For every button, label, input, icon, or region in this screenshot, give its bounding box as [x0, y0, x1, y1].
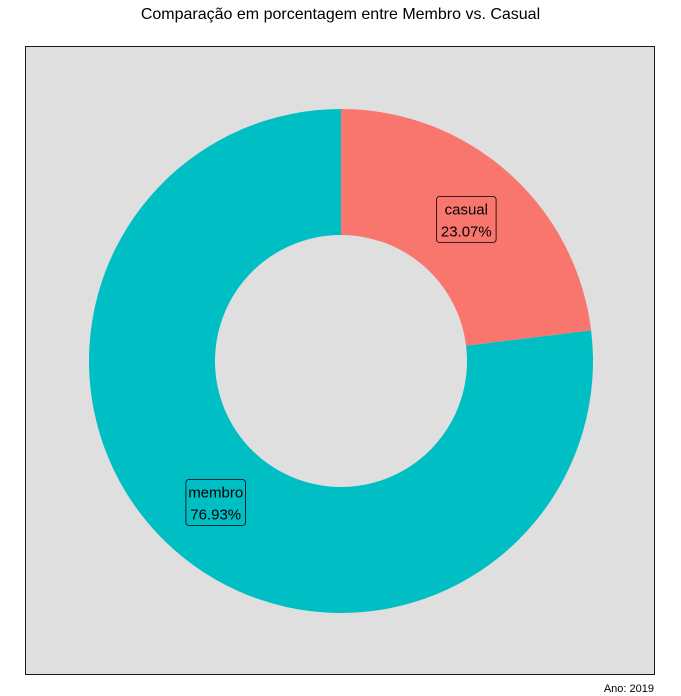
chart-caption: Ano: 2019 [603, 683, 654, 695]
chart-title: Comparação em porcentagem entre Membro v… [140, 6, 541, 23]
slice-label-box [185, 479, 246, 526]
slice-label-casual: casual 23.07% [436, 196, 497, 243]
slice-category-label: membro [188, 484, 243, 501]
donut-chart: casual 23.07% membro 76.93% [89, 109, 594, 613]
slice-label-box [436, 196, 497, 243]
slice-category-label: casual [445, 202, 488, 219]
slice-percent-label: 76.93% [190, 506, 241, 523]
plot-panel: casual 23.07% membro 76.93% [25, 46, 655, 675]
slice-percent-label: 23.07% [441, 224, 492, 241]
slice-label-membro: membro 76.93% [185, 479, 246, 526]
